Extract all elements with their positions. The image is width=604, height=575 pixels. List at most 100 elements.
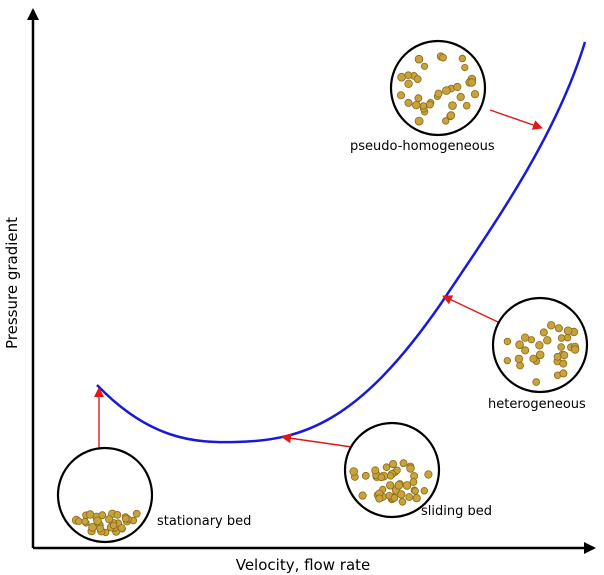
- sliding-bed-arrow: [281, 433, 353, 448]
- sliding-bed-label: sliding bed: [421, 504, 492, 519]
- particle: [453, 82, 462, 92]
- particle: [377, 473, 386, 482]
- particle: [81, 517, 89, 526]
- particle: [442, 117, 450, 125]
- particle: [412, 100, 421, 110]
- particle: [375, 494, 384, 503]
- particle: [419, 102, 428, 110]
- particle: [96, 524, 105, 533]
- particle: [529, 354, 538, 363]
- heterogeneous-arrow: [442, 295, 499, 323]
- particle: [560, 351, 569, 360]
- particle: [563, 326, 573, 336]
- particle: [446, 111, 456, 120]
- particle: [404, 71, 413, 79]
- particle: [554, 324, 563, 333]
- particle: [88, 522, 97, 532]
- y-axis-label: Pressure gradient: [3, 217, 21, 349]
- particle: [521, 346, 530, 355]
- pseudo-homogeneous-label: pseudo-homogeneous: [350, 139, 495, 154]
- particle: [547, 321, 556, 330]
- particle: [425, 100, 434, 109]
- particle: [467, 78, 476, 87]
- particle: [404, 79, 413, 88]
- particle: [390, 494, 399, 502]
- particle: [382, 463, 391, 472]
- particle: [75, 517, 83, 525]
- particle: [409, 478, 418, 486]
- particle: [535, 350, 545, 360]
- particle: [386, 472, 395, 480]
- pressure-gradient-curve: [96, 41, 587, 444]
- particle: [559, 369, 568, 378]
- particle: [85, 510, 95, 519]
- particle: [121, 514, 130, 523]
- particle: [470, 90, 480, 99]
- particle: [109, 521, 118, 530]
- particle: [349, 467, 359, 476]
- particle: [98, 511, 107, 520]
- stationary-bed-bubble: [56, 446, 154, 544]
- particle: [397, 72, 406, 82]
- x-axis-label: Velocity, flow rate: [236, 556, 371, 574]
- particle: [398, 497, 407, 506]
- particle: [117, 524, 126, 532]
- stationary-bed-label: stationary bed: [157, 514, 251, 529]
- particle: [399, 459, 408, 468]
- particle: [371, 466, 380, 475]
- particle: [93, 516, 102, 526]
- sliding-bed-bubble: [343, 421, 441, 519]
- particle: [413, 75, 422, 83]
- particle: [397, 490, 406, 499]
- particle: [532, 378, 540, 386]
- particle: [414, 116, 424, 126]
- particle: [535, 341, 544, 350]
- pseudo-homogeneous-arrow: [489, 109, 543, 130]
- particle: [539, 328, 548, 337]
- particle: [414, 94, 423, 103]
- particle: [448, 101, 457, 110]
- particle: [439, 53, 447, 62]
- particle: [105, 515, 114, 524]
- particle: [412, 494, 421, 503]
- heterogeneous-label: heterogeneous: [488, 397, 586, 412]
- particle: [394, 480, 404, 490]
- particle: [393, 466, 401, 474]
- particle: [132, 509, 141, 518]
- particle: [503, 337, 512, 346]
- particle: [113, 511, 122, 519]
- particle: [520, 333, 530, 342]
- particle: [442, 86, 451, 95]
- particle: [462, 101, 471, 110]
- particle: [420, 62, 429, 70]
- particle: [424, 470, 433, 479]
- particle: [543, 336, 552, 345]
- particle: [516, 361, 524, 370]
- particle: [405, 493, 414, 501]
- particle: [503, 357, 511, 365]
- particle: [388, 459, 398, 469]
- particle: [358, 491, 367, 500]
- particle: [411, 487, 419, 495]
- particle: [570, 345, 580, 354]
- particle: [402, 481, 412, 490]
- particle: [461, 64, 469, 72]
- particle: [406, 464, 415, 473]
- particle: [456, 92, 465, 102]
- particle: [420, 487, 428, 495]
- particle: [414, 54, 424, 64]
- particle: [386, 481, 395, 490]
- particle: [553, 352, 562, 361]
- particle: [557, 334, 566, 342]
- pseudo-homogeneous-bubble: [389, 39, 487, 137]
- particle: [557, 343, 565, 351]
- particle: [404, 98, 413, 107]
- particle: [396, 91, 405, 100]
- particle: [458, 54, 467, 63]
- particle: [559, 359, 568, 368]
- heterogeneous-bubble: [491, 296, 589, 394]
- particle: [361, 471, 370, 480]
- particle: [515, 340, 524, 350]
- particle: [514, 354, 524, 364]
